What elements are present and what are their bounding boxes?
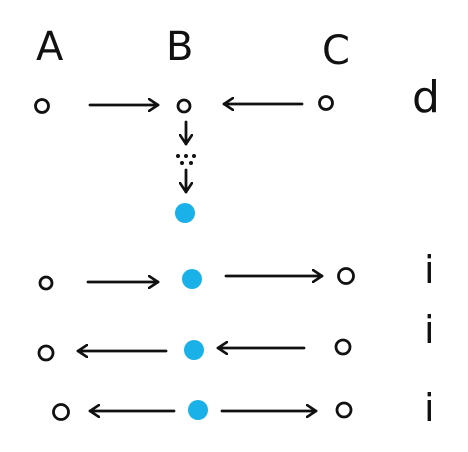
row-label-d: d — [412, 72, 440, 123]
ellipsis-dots — [176, 154, 196, 165]
row-label-i-2: i — [424, 308, 435, 352]
column-label-b: B — [166, 24, 193, 70]
node-b-row1 — [176, 98, 192, 114]
row-label-i-1: i — [424, 248, 435, 292]
column-label-a: A — [36, 24, 64, 70]
node-a-row4 — [52, 403, 70, 421]
node-c-row4 — [335, 401, 353, 419]
node-c-row1 — [318, 95, 334, 111]
node-c-row3 — [334, 338, 352, 356]
blue-node-b-row2 — [182, 269, 202, 289]
node-a-row2 — [38, 275, 54, 291]
node-a-row1 — [34, 98, 50, 114]
node-a-row3 — [37, 344, 55, 362]
blue-node-b-result — [175, 203, 195, 223]
blue-node-b-row4 — [188, 400, 208, 420]
blue-node-b-row3 — [184, 340, 204, 360]
row-label-i-3: i — [424, 386, 435, 430]
node-c-row2 — [337, 267, 355, 285]
column-label-c: C — [322, 28, 350, 74]
